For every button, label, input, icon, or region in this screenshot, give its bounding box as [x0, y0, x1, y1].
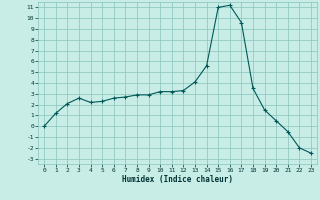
X-axis label: Humidex (Indice chaleur): Humidex (Indice chaleur): [122, 175, 233, 184]
